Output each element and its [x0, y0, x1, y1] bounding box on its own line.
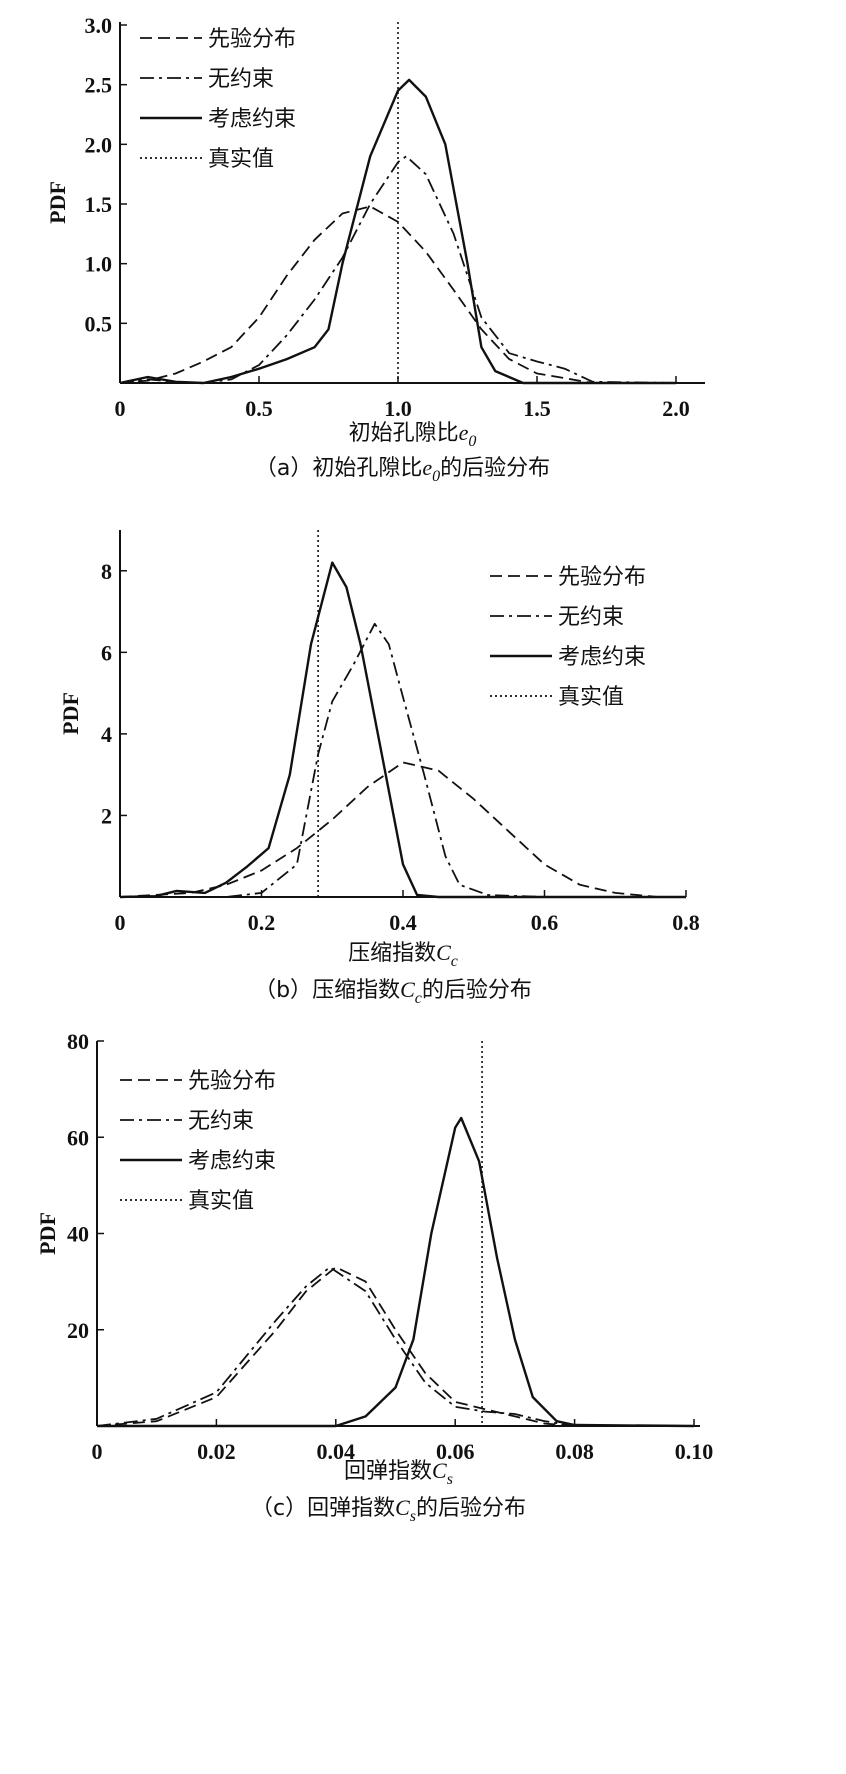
series-line-solid	[119, 561, 686, 899]
caption: （b）压缩指数Cc的后验分布	[254, 977, 532, 1007]
caption-prefix: （b）	[254, 978, 312, 1003]
legend-label: 无约束	[188, 1109, 254, 1134]
caption-symbol: C	[400, 977, 415, 1002]
x-tick-label: 0.5	[245, 396, 273, 421]
x-tick-label: 0.08	[555, 1439, 594, 1464]
x-label-symbol: C	[432, 1458, 447, 1483]
legend-label: 真实值	[208, 147, 274, 172]
y-tick-label: 4	[101, 722, 112, 747]
y-tick-label: 2.0	[85, 132, 113, 157]
y-tick-label: 40	[67, 1222, 89, 1247]
caption: （c）回弹指数Cs的后验分布	[251, 1495, 526, 1525]
legend-label: 无约束	[558, 605, 624, 630]
y-tick-label: 6	[101, 640, 112, 665]
x-tick-label: 0	[115, 396, 126, 421]
caption-text: 回弹指数	[307, 1496, 395, 1521]
legend-label: 考虑约束	[188, 1149, 276, 1174]
caption-symbol: e	[422, 455, 432, 480]
caption: （a）初始孔隙比e0的后验分布	[255, 455, 550, 485]
series-line-dashed	[96, 1266, 694, 1427]
caption-symbol: C	[395, 1495, 410, 1520]
x-tick-label: 0.4	[389, 910, 417, 935]
panel-b: 0 0.2 0.4 0.6 0.82468PDF压缩指数Cc（b）压缩指数Cc的后验分布…	[58, 530, 700, 1007]
legend-label: 考虑约束	[558, 645, 646, 670]
legend-label: 真实值	[558, 685, 624, 710]
x-label-text: 回弹指数	[344, 1459, 432, 1484]
x-label-symbol: e	[459, 420, 469, 445]
x-tick-label: 2.0	[662, 396, 690, 421]
legend-label: 无约束	[208, 67, 274, 92]
x-label-symbol: C	[436, 940, 451, 965]
x-tick-label: 0.6	[531, 910, 559, 935]
series-line-dashdot	[120, 622, 686, 898]
x-axis-label: 压缩指数Cc	[348, 940, 458, 970]
x-label-subscript: c	[451, 953, 458, 970]
y-axis-label: PDF	[58, 692, 83, 735]
y-axis-label: PDF	[35, 1212, 60, 1255]
x-tick-label: 0.8	[672, 910, 700, 935]
y-axis-label: PDF	[45, 181, 70, 224]
legend-label: 真实值	[188, 1189, 254, 1214]
legend-label: 先验分布	[188, 1069, 276, 1094]
y-tick-label: 2	[101, 803, 112, 828]
x-tick-label: 0.02	[197, 1439, 236, 1464]
panel-a: 0 0.5 1.0 1.5 2.00.51.01.52.02.53.0PDF初始孔隙比e…	[45, 13, 705, 485]
panel-c: 0 0.02 0.04 0.06 0.08 0.1020406080PDF回弹指数Cs（c…	[35, 1029, 713, 1525]
x-label-subscript: 0	[468, 433, 476, 450]
x-tick-label: 0.04	[317, 1439, 356, 1464]
caption-text: 初始孔隙比	[312, 456, 422, 481]
caption-subscript: s	[410, 1508, 416, 1525]
legend-label: 考虑约束	[208, 107, 296, 132]
y-tick-label: 3.0	[85, 13, 113, 38]
x-tick-label: 0.10	[675, 1439, 714, 1464]
caption-suffix: 的后验分布	[440, 456, 550, 481]
legend-label: 先验分布	[208, 27, 296, 52]
x-tick-label: 1.0	[384, 396, 412, 421]
caption-suffix: 的后验分布	[422, 978, 532, 1003]
series-line-solid	[119, 78, 676, 385]
x-tick-label: 0	[115, 910, 126, 935]
y-tick-label: 2.5	[85, 73, 113, 98]
series-line-dashdot	[96, 1266, 694, 1427]
caption-prefix: （c）	[251, 1496, 307, 1521]
series-line-dashed	[119, 761, 686, 898]
x-label-subscript: s	[447, 1471, 453, 1488]
y-tick-label: 8	[101, 559, 112, 584]
x-tick-label: 0.06	[436, 1439, 475, 1464]
x-label-text: 初始孔隙比	[349, 421, 459, 446]
x-label-text: 压缩指数	[348, 941, 436, 966]
x-tick-label: 1.5	[523, 396, 551, 421]
caption-prefix: （a）	[255, 456, 312, 481]
x-tick-label: 0	[92, 1439, 103, 1464]
series-line-dashed	[119, 205, 676, 384]
series-line-solid	[97, 1116, 695, 1428]
y-tick-label: 60	[67, 1125, 89, 1150]
y-tick-label: 80	[67, 1029, 89, 1054]
y-tick-label: 1.0	[85, 252, 113, 277]
caption-subscript: c	[415, 990, 422, 1007]
caption-subscript: 0	[432, 468, 440, 485]
y-tick-label: 1.5	[85, 192, 113, 217]
x-axis-label: 初始孔隙比e0	[349, 420, 477, 450]
y-tick-label: 20	[67, 1318, 89, 1343]
caption-text: 压缩指数	[312, 978, 400, 1003]
x-axis-label: 回弹指数Cs	[344, 1458, 453, 1488]
legend-label: 先验分布	[558, 565, 646, 590]
x-tick-label: 0.2	[248, 910, 276, 935]
caption-suffix: 的后验分布	[416, 1496, 526, 1521]
y-tick-label: 0.5	[85, 311, 113, 336]
